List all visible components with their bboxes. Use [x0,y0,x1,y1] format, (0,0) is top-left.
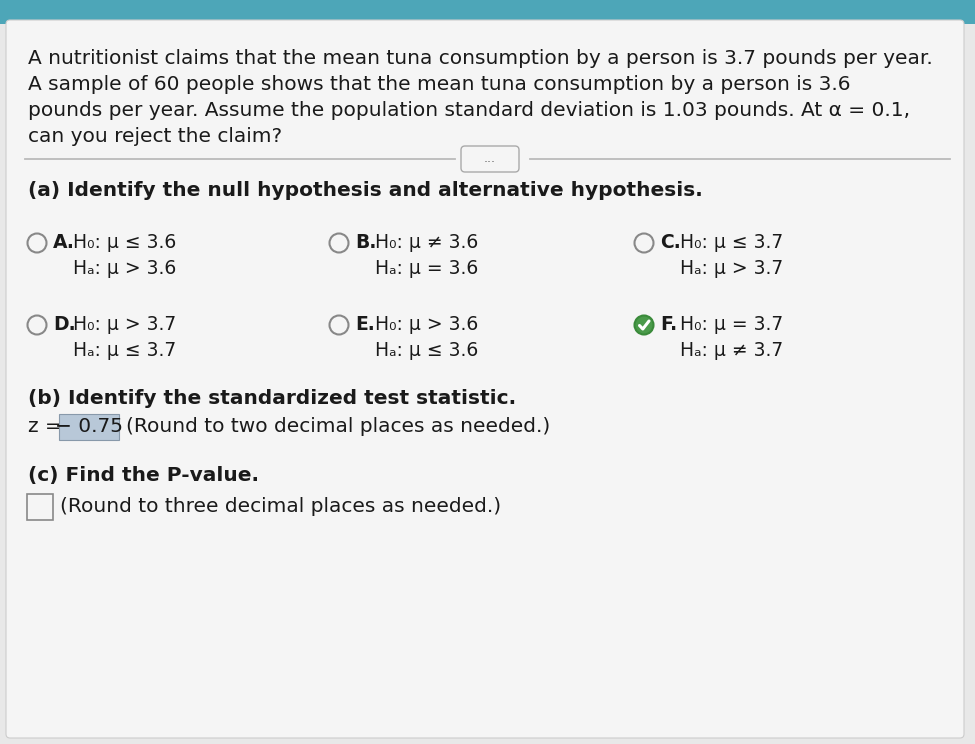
Text: (c) Find the P-value.: (c) Find the P-value. [28,466,259,485]
FancyBboxPatch shape [6,20,964,738]
Text: B.: B. [355,232,376,251]
Text: C.: C. [660,232,681,251]
Circle shape [27,315,47,335]
Text: A nutritionist claims that the mean tuna consumption by a person is 3.7 pounds p: A nutritionist claims that the mean tuna… [28,49,933,68]
FancyBboxPatch shape [59,414,119,440]
Text: Hₐ: μ ≤ 3.6: Hₐ: μ ≤ 3.6 [375,341,479,359]
FancyBboxPatch shape [461,146,519,172]
Text: H₀: μ ≤ 3.7: H₀: μ ≤ 3.7 [680,232,783,251]
Text: − 0.75: − 0.75 [55,417,123,435]
Text: F.: F. [660,315,677,333]
Text: H₀: μ ≤ 3.6: H₀: μ ≤ 3.6 [73,232,176,251]
Text: z =: z = [28,417,61,435]
Text: ...: ... [484,153,496,165]
Text: H₀: μ = 3.7: H₀: μ = 3.7 [680,315,783,333]
Circle shape [32,238,42,248]
Text: D.: D. [53,315,76,333]
Text: can you reject the claim?: can you reject the claim? [28,127,282,146]
Text: (b) Identify the standardized test statistic.: (b) Identify the standardized test stati… [28,389,516,408]
Text: (a) Identify the null hypothesis and alternative hypothesis.: (a) Identify the null hypothesis and alt… [28,181,703,200]
Circle shape [334,320,344,330]
Text: E.: E. [355,315,374,333]
Text: H₀: μ > 3.6: H₀: μ > 3.6 [375,315,479,333]
Text: Hₐ: μ ≤ 3.7: Hₐ: μ ≤ 3.7 [73,341,176,359]
Text: Hₐ: μ = 3.6: Hₐ: μ = 3.6 [375,258,479,278]
Circle shape [334,238,344,248]
FancyBboxPatch shape [0,0,975,24]
Circle shape [32,320,42,330]
Text: H₀: μ > 3.7: H₀: μ > 3.7 [73,315,176,333]
Circle shape [330,234,348,252]
FancyBboxPatch shape [27,494,53,520]
Text: Hₐ: μ > 3.7: Hₐ: μ > 3.7 [680,258,783,278]
Circle shape [635,234,653,252]
Text: pounds per year. Assume the population standard deviation is 1.03 pounds. At α =: pounds per year. Assume the population s… [28,101,910,120]
Circle shape [639,238,649,248]
Text: Hₐ: μ > 3.6: Hₐ: μ > 3.6 [73,258,176,278]
Circle shape [330,315,348,335]
Circle shape [27,234,47,252]
Text: (Round to two decimal places as needed.): (Round to two decimal places as needed.) [126,417,550,435]
Text: A.: A. [53,232,75,251]
Text: H₀: μ ≠ 3.6: H₀: μ ≠ 3.6 [375,232,479,251]
Text: A sample of 60 people shows that the mean tuna consumption by a person is 3.6: A sample of 60 people shows that the mea… [28,75,850,94]
Circle shape [635,315,653,335]
Text: (Round to three decimal places as needed.): (Round to three decimal places as needed… [60,498,501,516]
Text: Hₐ: μ ≠ 3.7: Hₐ: μ ≠ 3.7 [680,341,783,359]
